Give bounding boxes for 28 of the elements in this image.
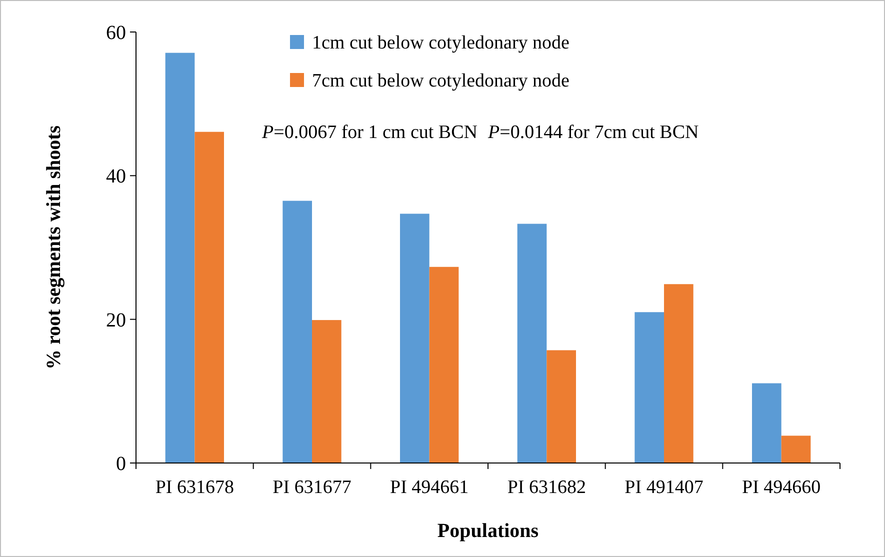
y-tick-label: 40 (106, 166, 126, 188)
x-tick-label: PI 494661 (390, 477, 469, 498)
bar (517, 224, 547, 463)
x-tick-label: PI 494660 (742, 477, 821, 498)
x-tick-label: PI 631682 (507, 477, 586, 498)
bar (282, 200, 312, 463)
legend-label: 7cm cut below cotyledonary node (312, 70, 570, 92)
bar (546, 350, 576, 463)
y-tick-label: 20 (106, 309, 126, 332)
annotation: P=0.0144 for 7cm cut BCN (487, 122, 699, 143)
x-axis-title: Populations (437, 520, 539, 542)
bar (312, 320, 342, 463)
y-tick-label: 0 (116, 453, 126, 475)
annotation: P=0.0067 for 1 cm cut BCN (261, 122, 478, 143)
bar (664, 284, 694, 463)
bar (781, 436, 811, 463)
x-tick-label: PI 631678 (155, 477, 234, 498)
y-tick-label: 60 (106, 22, 126, 44)
y-axis-title: % root segments with shoots (43, 125, 65, 370)
x-tick-label: PI 491407 (624, 477, 704, 498)
bar (400, 214, 430, 463)
bar (165, 52, 195, 463)
x-tick-label: PI 631677 (272, 477, 352, 498)
bar (634, 312, 664, 463)
bar (429, 266, 459, 463)
bar (194, 132, 224, 463)
bar (752, 383, 782, 463)
legend-label: 1cm cut below cotyledonary node (312, 32, 570, 54)
